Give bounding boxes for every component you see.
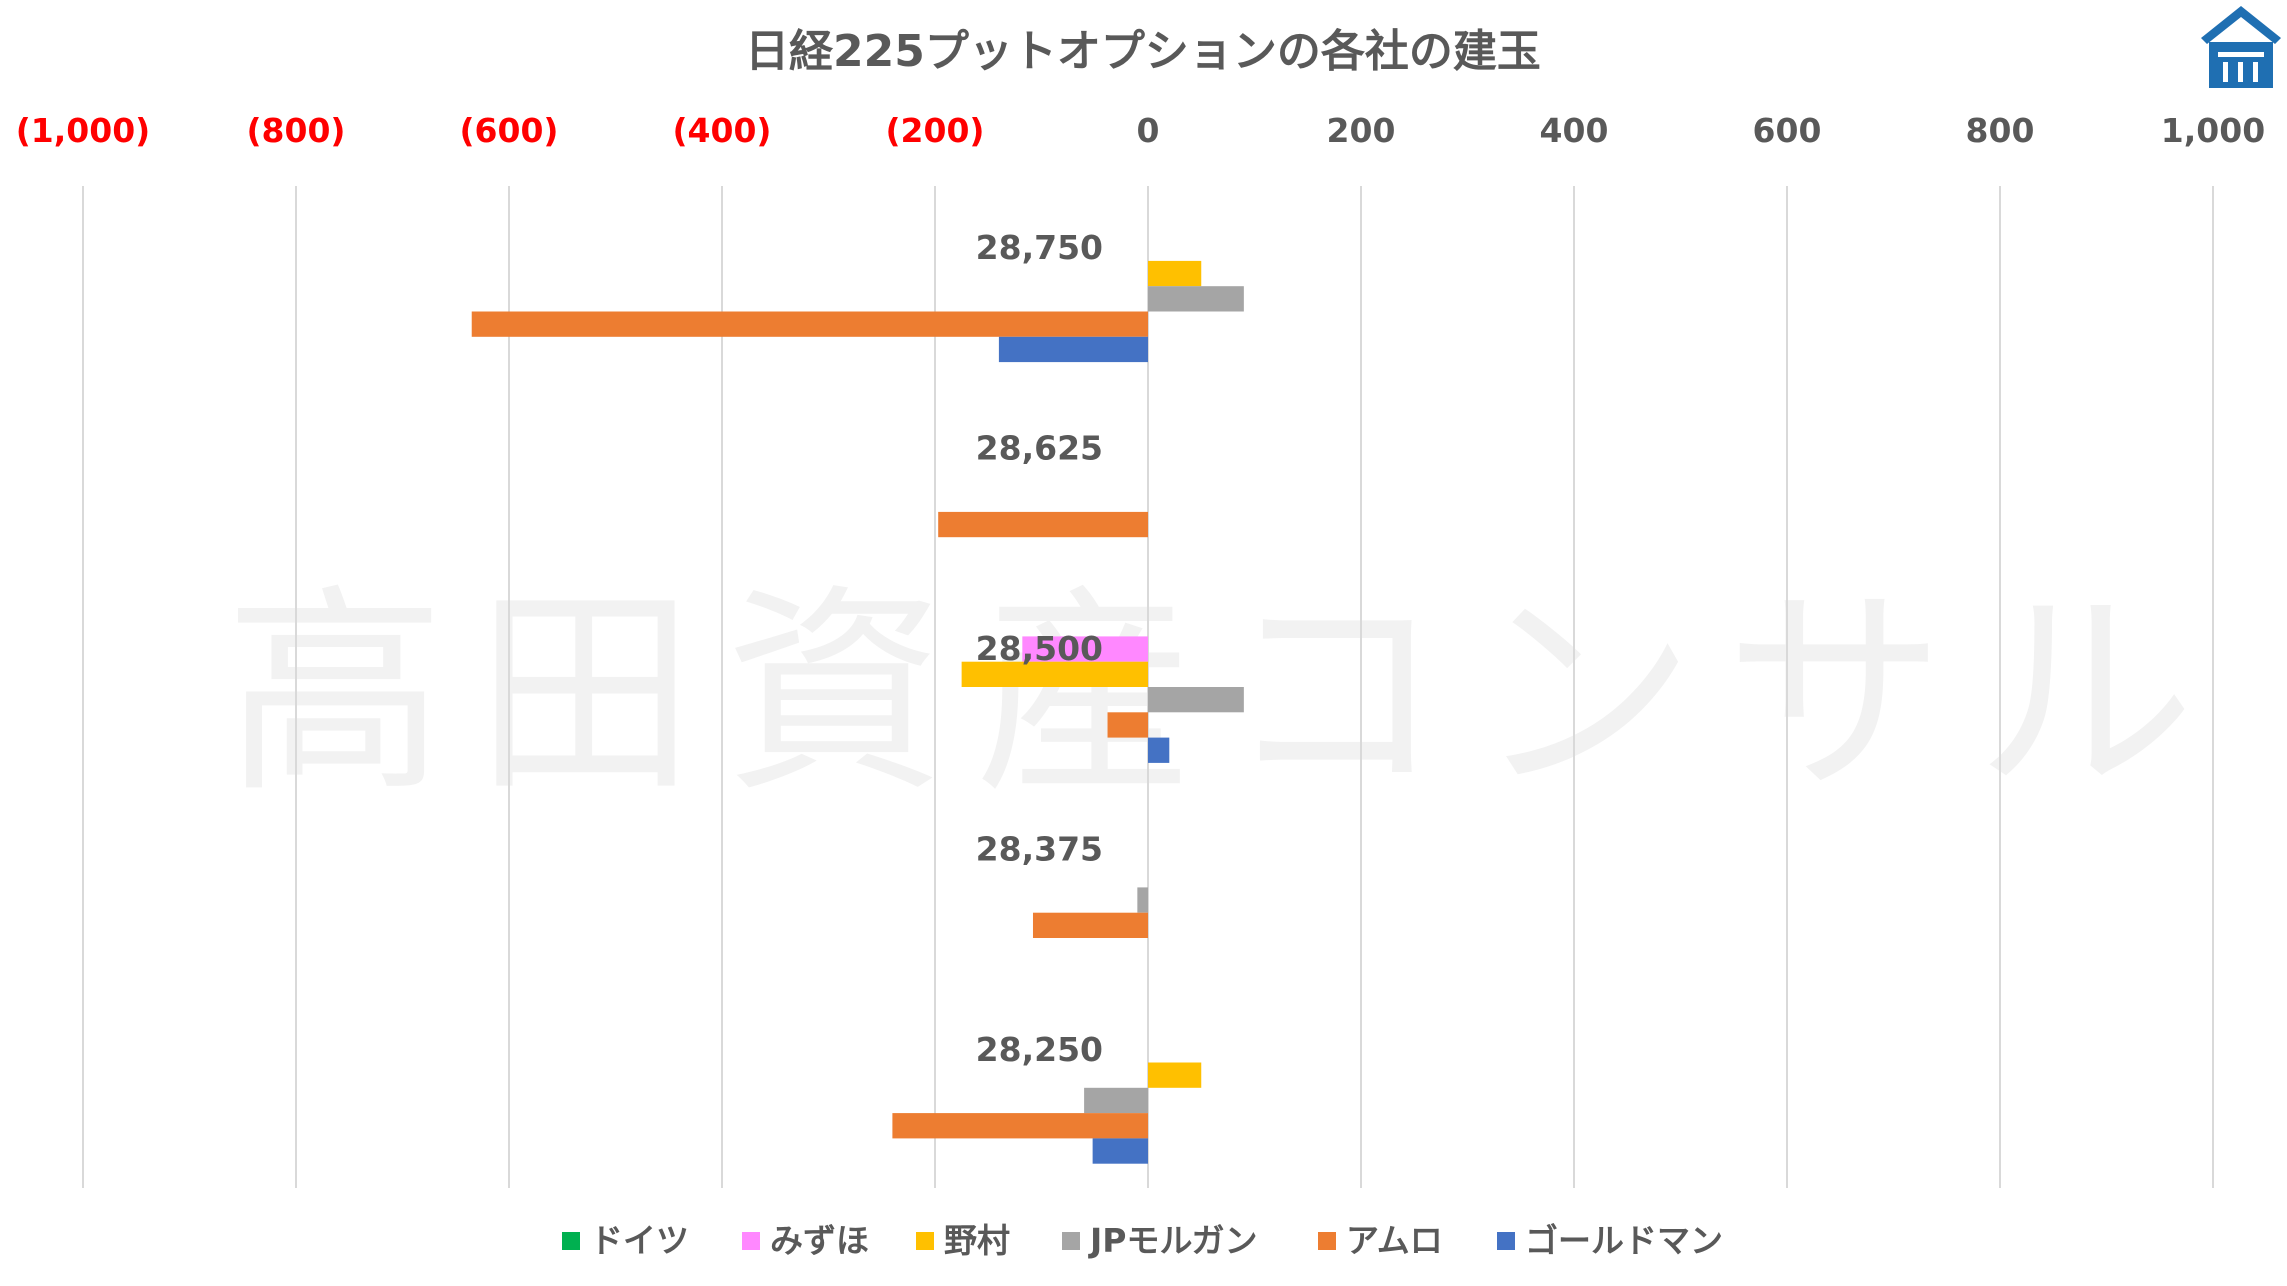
bar: [1148, 260, 1202, 287]
x-tick-label: 200: [1327, 111, 1396, 150]
category-labels: 28,750 28,625 28,500 28,375 28,250: [976, 228, 1103, 1069]
x-tick-label: (600): [459, 111, 558, 150]
bar: [1084, 1087, 1148, 1114]
bar: [1148, 737, 1170, 763]
legend-swatch: [742, 1232, 760, 1250]
category-label: 28,750: [976, 228, 1103, 267]
logo-icon: [2201, 6, 2281, 88]
legend-label: みずほ: [770, 1221, 869, 1260]
bar: [1148, 687, 1244, 713]
category-label: 28,375: [976, 829, 1103, 868]
legend: ドイツ みずほ 野村 JPモルガン アムロ ゴールドマン: [562, 1221, 1723, 1260]
bar: [1107, 712, 1148, 738]
legend-label: 野村: [944, 1221, 1010, 1260]
legend-swatch: [916, 1232, 934, 1250]
x-axis-tick-labels: (1,000) (800) (600) (400) (200) 0 200 400 600 800…: [16, 111, 2265, 150]
x-tick-label: (800): [246, 111, 345, 150]
legend-swatch: [1318, 1232, 1336, 1250]
bar: [892, 1113, 1148, 1139]
legend-label: アムロ: [1346, 1221, 1443, 1260]
legend-swatch: [1497, 1232, 1515, 1250]
legend-label: ドイツ: [590, 1221, 689, 1260]
x-tick-label: 1,000: [2161, 111, 2265, 150]
category-label: 28,250: [976, 1030, 1103, 1069]
legend-swatch: [562, 1232, 580, 1250]
category-label: 28,500: [976, 629, 1103, 668]
bar: [1137, 887, 1148, 913]
category-label: 28,625: [976, 429, 1103, 468]
x-tick-label: (1,000): [16, 111, 151, 150]
bar: [998, 336, 1148, 363]
x-tick-label: (200): [885, 111, 984, 150]
x-tick-label: (400): [672, 111, 771, 150]
x-tick-label: 600: [1753, 111, 1822, 150]
bar: [1032, 912, 1148, 938]
legend-swatch: [1062, 1232, 1080, 1250]
legend-label: JPモルガン: [1088, 1221, 1257, 1260]
x-tick-label: 0: [1137, 111, 1160, 150]
x-tick-label: 400: [1540, 111, 1609, 150]
bar: [938, 511, 1148, 538]
bars: [471, 260, 1244, 1164]
bar: [1148, 286, 1244, 312]
x-tick-label: 800: [1966, 111, 2035, 150]
bar: [471, 311, 1149, 337]
legend-label: ゴールドマン: [1525, 1221, 1723, 1260]
bar: [1022, 636, 1148, 662]
bar: [1148, 1062, 1202, 1088]
bar: [1092, 1138, 1148, 1164]
chart-title: 日経225プットオプションの各社の建玉: [745, 26, 1541, 77]
bar: [961, 661, 1148, 687]
gridlines: [82, 186, 2214, 1188]
